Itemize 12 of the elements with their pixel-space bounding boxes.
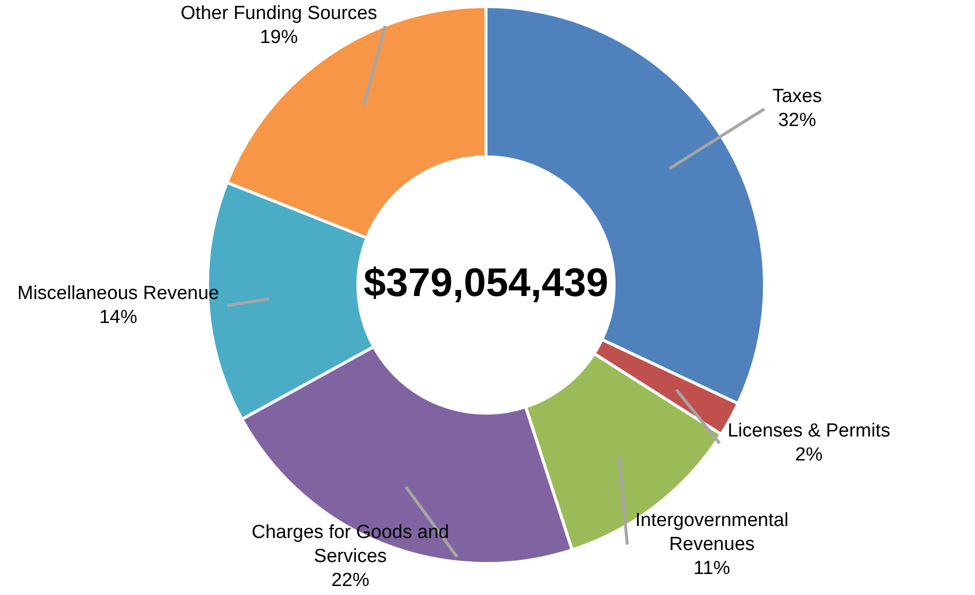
data-label: 2%	[795, 444, 823, 466]
data-label: 11%	[694, 558, 730, 579]
data-label: 19%	[260, 27, 298, 48]
slice-label: Charges for Goods and Services	[252, 522, 450, 568]
slice-label: Intergovernmental Revenues	[635, 510, 788, 555]
text: $379,054,439	[364, 261, 608, 306]
slice-label: Licenses & Permits	[728, 420, 890, 442]
data-label: 14%	[99, 306, 138, 328]
data-label: 22%	[331, 570, 370, 592]
slice-label: Other Funding Sources	[180, 3, 378, 24]
data-label: 32%	[778, 110, 816, 132]
slice-label: Taxes	[772, 86, 822, 108]
